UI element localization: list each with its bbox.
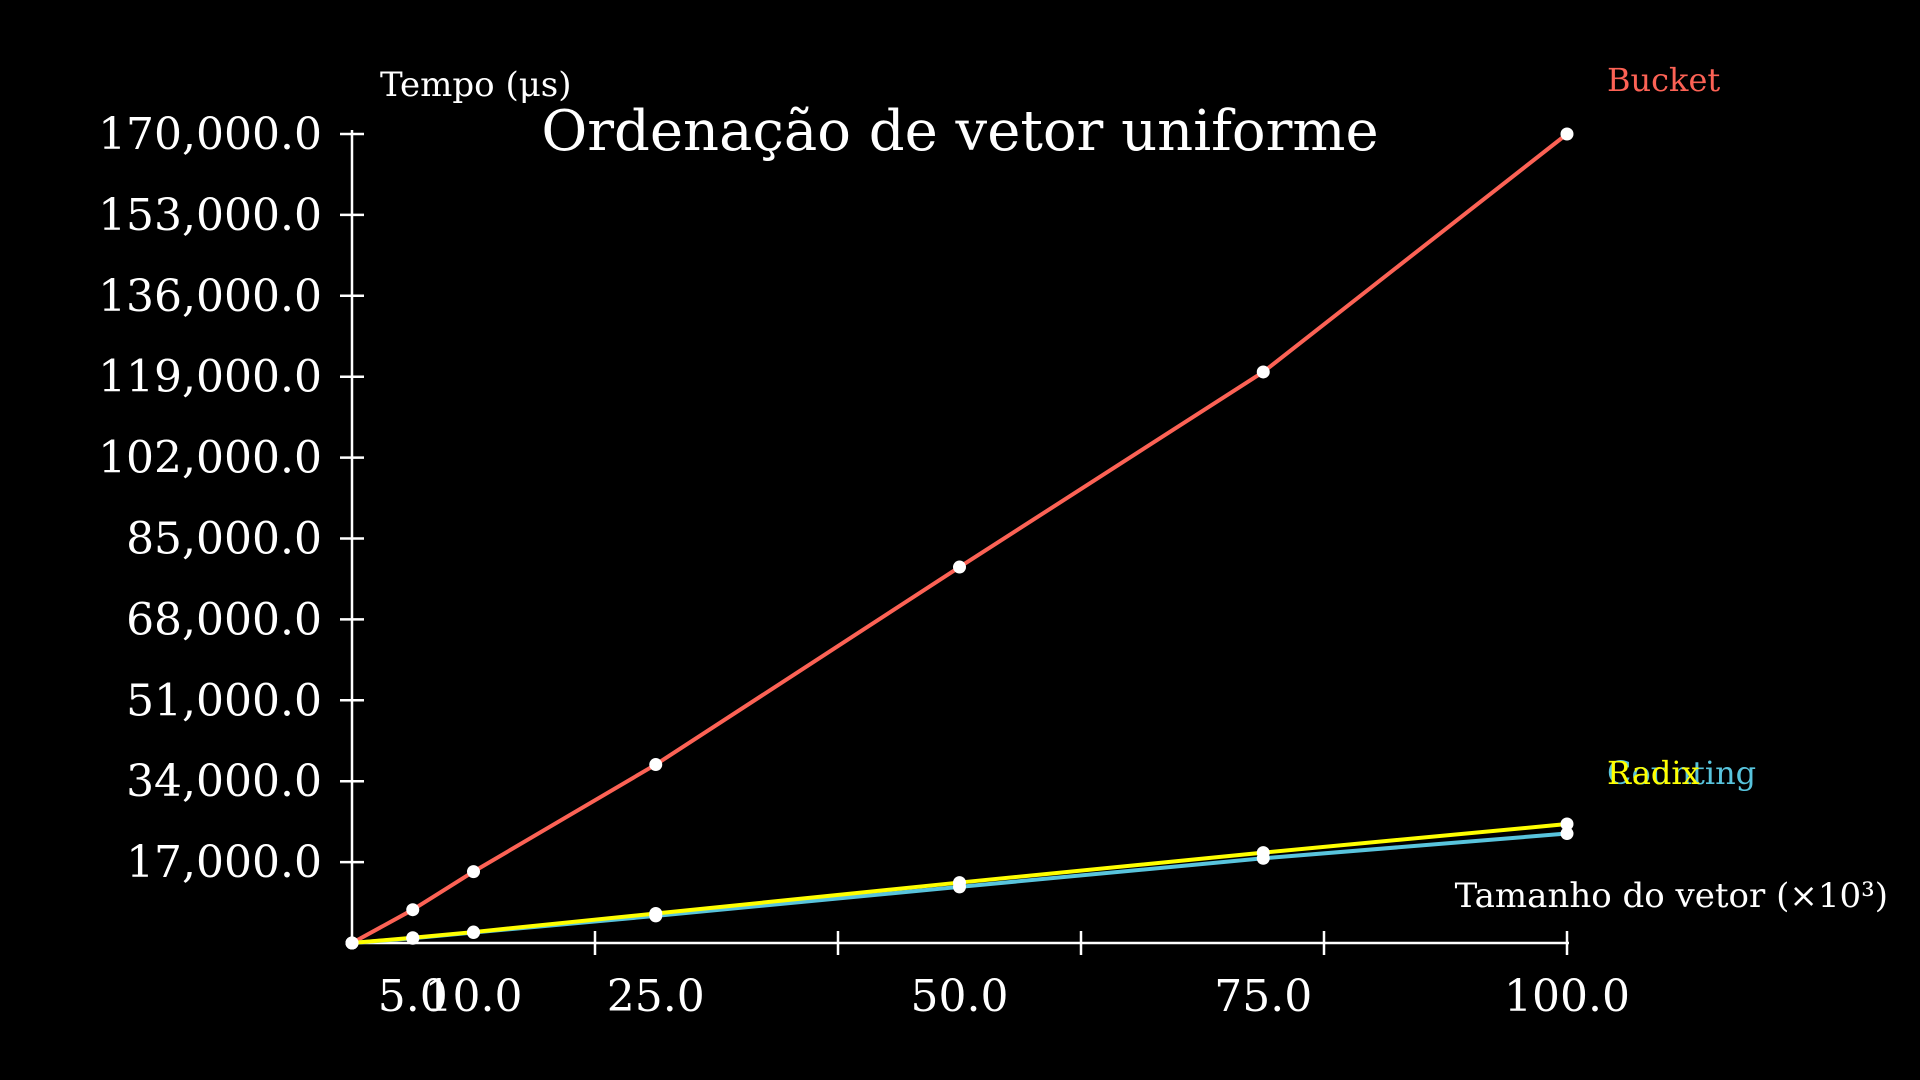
data-point-bucket bbox=[406, 903, 420, 917]
series-line-bucket bbox=[350, 132, 1569, 945]
data-point-radix bbox=[649, 906, 663, 920]
y-tick-label: 85,000.0 bbox=[126, 514, 322, 565]
data-point-radix bbox=[345, 936, 359, 950]
y-tick-label: 136,000.0 bbox=[98, 271, 322, 322]
y-tick-label: 17,000.0 bbox=[126, 837, 322, 888]
x-tick-label: 75.0 bbox=[1214, 971, 1312, 1022]
data-point-radix bbox=[1560, 817, 1574, 831]
y-axis-label: Tempo (μs) bbox=[380, 65, 572, 105]
x-axis-label: Tamanho do vetor (×10³) bbox=[1455, 876, 1888, 916]
data-point-radix bbox=[406, 931, 420, 945]
y-tick-label: 170,000.0 bbox=[98, 109, 322, 160]
series-label-bucket: Bucket bbox=[1607, 61, 1720, 99]
y-tick-label: 102,000.0 bbox=[98, 433, 322, 484]
axes: 5.010.0 25.0 50.0 75.0 100.0 17,000.0 34,000.0… bbox=[98, 109, 1630, 1022]
x-tick-label: 50.0 bbox=[911, 971, 1009, 1022]
data-point-counting bbox=[1560, 827, 1574, 841]
x-tick-label: 5.0 bbox=[378, 971, 448, 1022]
y-tick-label: 68,000.0 bbox=[126, 594, 322, 645]
y-tick-label: 153,000.0 bbox=[98, 190, 322, 241]
data-point-radix bbox=[1256, 846, 1270, 860]
data-point-bucket bbox=[467, 865, 480, 879]
y-tick-label: 119,000.0 bbox=[98, 352, 322, 403]
data-point-bucket bbox=[649, 758, 663, 772]
y-tick-label: 34,000.0 bbox=[126, 756, 322, 807]
data-point-radix bbox=[467, 925, 480, 939]
x-tick-label: 100.0 bbox=[1504, 971, 1630, 1022]
data-point-radix bbox=[953, 876, 966, 890]
data-point-bucket bbox=[1560, 127, 1574, 141]
x-tick-label: 25.0 bbox=[607, 971, 705, 1022]
series-label-radix: Radix bbox=[1607, 754, 1700, 792]
chart-title: Ordenação de vetor uniforme bbox=[541, 99, 1378, 164]
series-label-counting: Counting bbox=[1607, 754, 1756, 792]
data-point-bucket bbox=[953, 560, 966, 574]
x-tick-label: 10.0 bbox=[425, 971, 523, 1022]
data-point-bucket bbox=[1256, 365, 1270, 379]
y-tick-label: 51,000.0 bbox=[126, 675, 322, 726]
